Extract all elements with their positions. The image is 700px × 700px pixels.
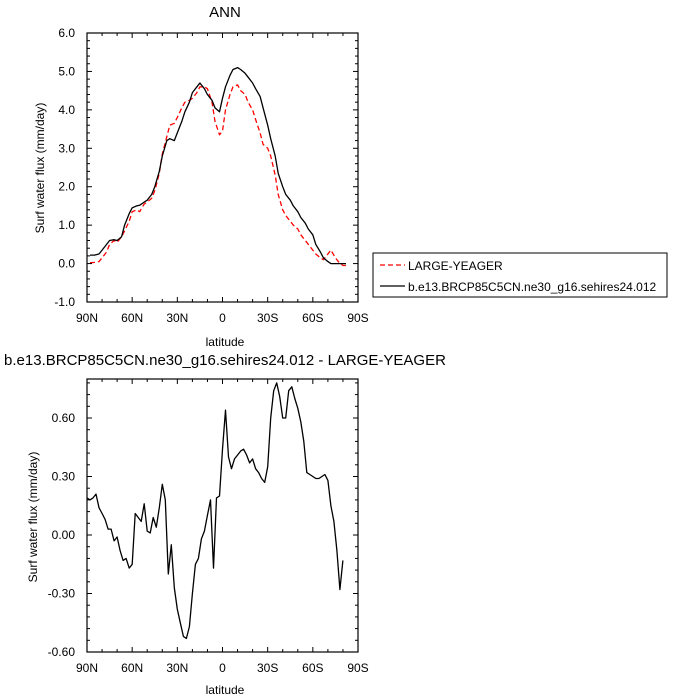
- chart-bottom-x-tick-label: 60S: [302, 661, 323, 675]
- chart-bottom-x-tick-label: 90S: [347, 661, 368, 675]
- chart-top-series-line-0: [89, 84, 346, 267]
- chart-bottom-series-line-0: [86, 382, 344, 640]
- chart-bottom: b.e13.BRCP85C5CN.ne30_g16.sehires24.012 …: [4, 352, 446, 697]
- chart-top-xlabel: latitude: [206, 335, 245, 349]
- chart-top-frame: [86, 32, 359, 303]
- chart-top-y-tick-label: 4.0: [58, 103, 75, 117]
- chart-top-ylabel: Surf water flux (mm/day): [33, 103, 47, 234]
- chart-bottom-x-tick-label: 60N: [121, 661, 143, 675]
- chart-top-x-tick-label: 0: [219, 311, 226, 325]
- legend-label-model: b.e13.BRCP85C5CN.ne30_g16.sehires24.012: [408, 280, 656, 294]
- chart-top-y-tick-label: 5.0: [58, 64, 75, 78]
- chart-bottom-x-tick-label: 0: [219, 661, 226, 675]
- chart-top-axes: 90N 60N 30N 0 30S 60S 90S -1.0 0.0 1.0 2.0 3.0 4.0 5.…: [54, 26, 368, 325]
- chart-bottom-x-tick-label: 30N: [166, 661, 188, 675]
- chart-top-title: ANN: [209, 4, 241, 21]
- chart-bottom-series: [86, 382, 344, 640]
- chart-top-x-tick-label: 90N: [76, 311, 98, 325]
- chart-bottom-frame: [86, 378, 359, 653]
- legend: LARGE-YEAGER b.e13.BRCP85C5CN.ne30_g16.s…: [372, 252, 668, 298]
- chart-top-y-tick-label: 0.0: [58, 257, 75, 271]
- chart-bottom-xlabel: latitude: [206, 683, 245, 697]
- chart-bottom-y-tick-label: 0.00: [52, 528, 76, 542]
- chart-bottom-title: b.e13.BRCP85C5CN.ne30_g16.sehires24.012 …: [4, 352, 446, 369]
- legend-label-large-yeager: LARGE-YEAGER: [408, 259, 503, 273]
- chart-top-y-tick-label: 1.0: [58, 218, 75, 232]
- chart-bottom-x-tick-label: 90N: [76, 661, 98, 675]
- chart-top-y-tick-label: 6.0: [58, 26, 75, 40]
- chart-top-x-tick-label: 30N: [166, 311, 188, 325]
- chart-top-x-tick-label: 60N: [121, 311, 143, 325]
- chart-bottom-y-tick-label: 0.60: [52, 411, 76, 425]
- chart-bottom-y-tick-label: -0.60: [48, 645, 76, 659]
- chart-top-x-tick-label: 90S: [347, 311, 368, 325]
- chart-bottom-axes: 90N 60N 30N 0 30S 60S 90S -0.60 -0.30 0.00 0.30 0.6…: [48, 379, 369, 675]
- chart-top-series-line-1: [90, 66, 346, 265]
- chart-bottom-y-tick-label: 0.30: [52, 470, 76, 484]
- chart-bottom-x-tick-label: 30S: [257, 661, 278, 675]
- chart-bottom-ylabel: Surf water flux (mm/day): [26, 452, 40, 583]
- chart-top-x-tick-label: 30S: [257, 311, 278, 325]
- chart-top: ANN 90N 60N 30N 0 30S 60S 90S -1.0 0.0 1.0 2.0 3.0 4…: [33, 4, 369, 349]
- chart-bottom-y-tick-label: -0.30: [48, 587, 76, 601]
- chart-top-y-tick-label: -1.0: [54, 295, 75, 309]
- chart-top-x-tick-label: 60S: [302, 311, 323, 325]
- legend-box: [372, 252, 668, 298]
- chart-top-series: [89, 66, 346, 267]
- chart-top-y-tick-label: 3.0: [58, 141, 75, 155]
- chart-top-y-tick-label: 2.0: [58, 180, 75, 194]
